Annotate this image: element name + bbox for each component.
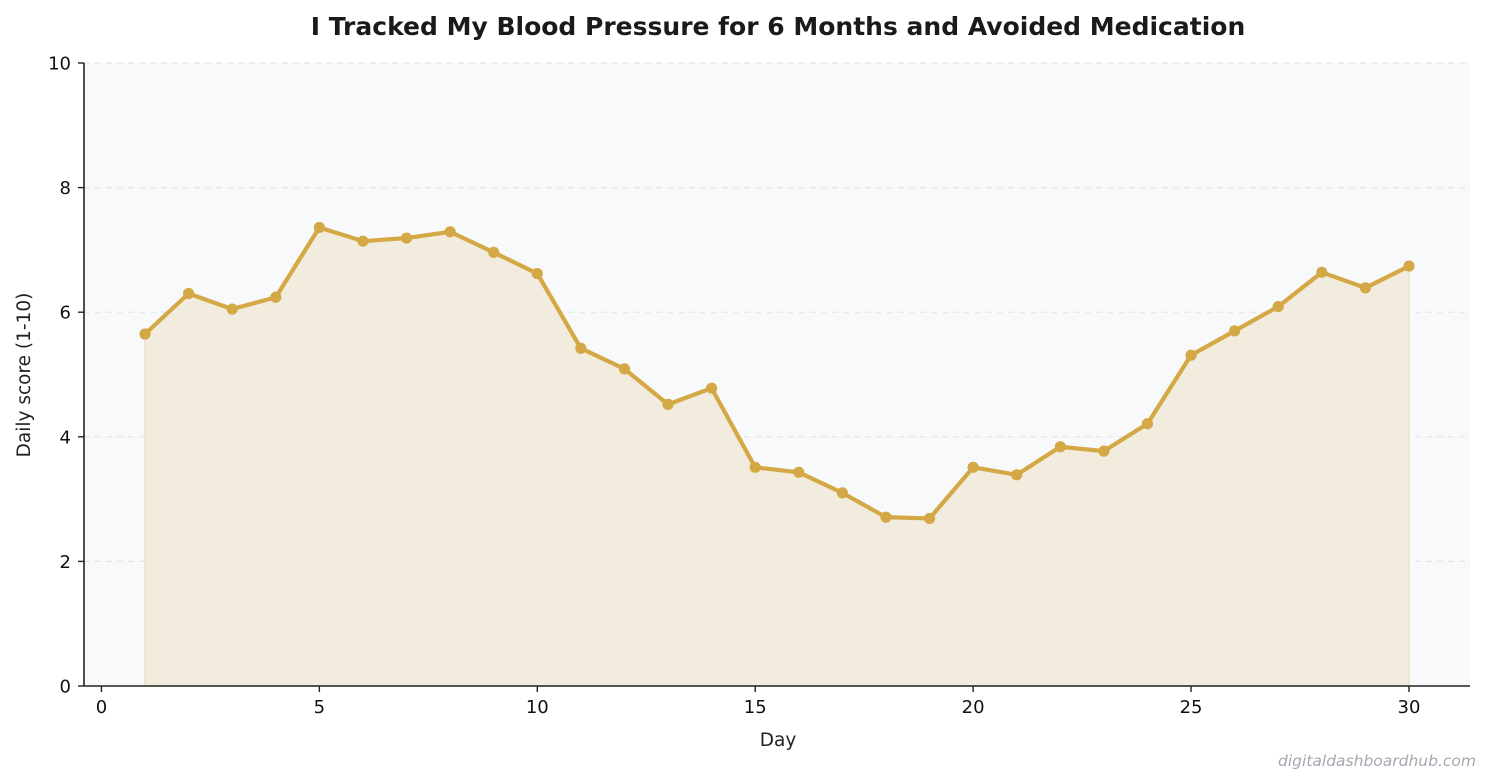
data-point-day-10	[531, 267, 543, 280]
data-point-day-29	[1359, 282, 1371, 294]
data-point-day-12	[618, 363, 631, 375]
y-axis-label: Daily score (1-10)	[14, 293, 35, 458]
data-point-day-15	[749, 461, 761, 473]
data-point-day-30	[1403, 260, 1415, 272]
axes	[83, 63, 1470, 687]
series-line	[142, 225, 1412, 521]
y-tick-label-6: 6	[60, 303, 71, 324]
data-point-day-6	[357, 235, 369, 247]
data-point-group	[139, 221, 1415, 525]
data-point-day-14	[706, 382, 718, 394]
y-tick-label-2: 2	[60, 552, 71, 573]
y-tick-label-4: 4	[60, 427, 71, 448]
data-point-day-23	[1098, 445, 1110, 457]
data-point-day-21	[1011, 469, 1023, 481]
series-line-group	[142, 225, 1412, 521]
data-point-day-9	[488, 246, 500, 258]
x-tick-label-30: 30	[1398, 697, 1421, 718]
data-point-day-25	[1185, 349, 1197, 361]
data-point-day-20	[967, 461, 979, 473]
x-tick-label-5: 5	[314, 697, 325, 718]
x-tick-label-25: 25	[1180, 697, 1203, 718]
y-tick-label-10: 10	[48, 54, 71, 75]
data-point-day-27	[1272, 300, 1284, 313]
data-point-day-13	[662, 398, 674, 411]
x-tick-label-15: 15	[744, 697, 767, 718]
data-point-day-28	[1316, 266, 1328, 278]
data-point-day-18	[880, 511, 892, 523]
data-point-day-22	[1054, 441, 1066, 453]
watermark: digitaldashboardhub.com	[1278, 752, 1476, 770]
data-point-day-4	[270, 291, 282, 303]
data-point-day-11	[575, 342, 587, 354]
y-tick-label-8: 8	[60, 178, 71, 199]
x-tick-label-10: 10	[526, 697, 549, 718]
x-tick-label-0: 0	[96, 697, 107, 718]
x-axis-ticks: 0 5 10 15 20 25 30	[96, 686, 1421, 718]
data-point-day-17	[836, 487, 848, 499]
data-point-day-16	[793, 466, 805, 478]
data-point-day-24	[1141, 418, 1154, 430]
data-point-day-7	[400, 232, 413, 244]
data-point-day-1	[139, 328, 151, 340]
y-axis-ticks: 0 2 4 6 8 10	[48, 54, 84, 698]
chart-title: I Tracked My Blood Pressure for 6 Months…	[311, 12, 1246, 41]
data-point-day-2	[183, 287, 195, 300]
y-tick-label-0: 0	[60, 677, 71, 698]
x-axis-label: Day	[760, 730, 797, 751]
x-tick-label-20: 20	[962, 697, 985, 718]
data-point-day-8	[444, 226, 456, 238]
data-point-day-3	[226, 303, 238, 315]
data-point-day-26	[1229, 325, 1241, 337]
data-point-day-5	[313, 221, 325, 234]
data-point-day-19	[923, 512, 936, 525]
